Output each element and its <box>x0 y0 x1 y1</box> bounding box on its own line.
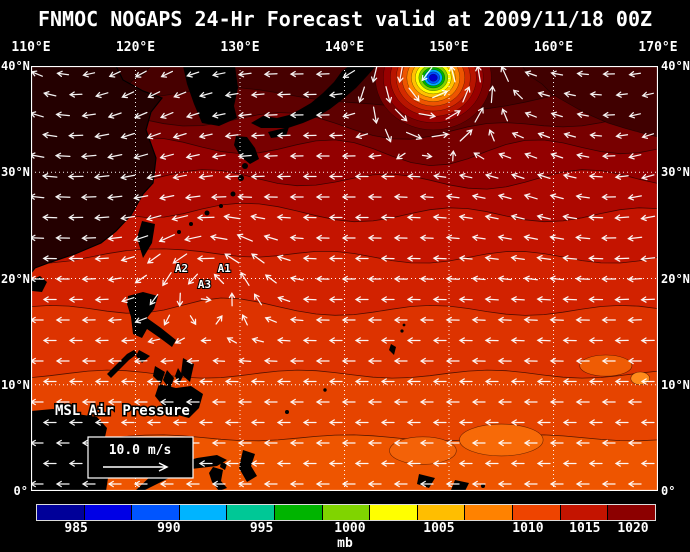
colorbar-tick: 990 <box>157 521 181 536</box>
lat-label: 0° <box>13 484 28 498</box>
colorbar-cell <box>608 505 655 520</box>
lon-label: 120°E <box>115 40 156 55</box>
lat-label: 40°N <box>661 59 690 73</box>
colorbar-tick: 995 <box>249 521 274 536</box>
lat-label: 20°N <box>1 271 30 286</box>
storm-marker-label: A2 <box>175 262 188 275</box>
colorbar-tick: 1015 <box>569 521 601 536</box>
colorbar-unit-label: mb <box>337 536 353 551</box>
lat-label: 20°N <box>661 271 690 286</box>
colorbar-tick: 1010 <box>512 521 544 536</box>
lat-label: 10°N <box>1 377 30 392</box>
pressure-colorbar <box>36 504 656 521</box>
wind-scale-legend: 10.0 m/s <box>87 436 194 479</box>
china-coast <box>31 66 163 274</box>
colorbar-tick: 1005 <box>423 521 455 536</box>
lat-label: 10°N <box>661 377 690 392</box>
colorbar-cell <box>322 505 371 520</box>
colorbar-cell <box>275 505 323 520</box>
lat-label: 30°N <box>661 165 690 180</box>
colorbar-tick: 1000 <box>334 521 366 536</box>
colorbar-cell <box>560 505 609 520</box>
wind-scale-box <box>87 436 194 479</box>
land-masses <box>31 66 485 491</box>
colorbar-cell <box>370 505 418 520</box>
lon-label: 170°E <box>638 40 678 55</box>
colorbar-cell <box>513 505 561 520</box>
colorbar-cell <box>465 505 514 520</box>
lon-label: 150°E <box>429 40 469 55</box>
wind-scale-arrow-icon <box>103 462 169 472</box>
storm-marker-label: A3 <box>198 278 211 291</box>
colorbar-tick: 1020 <box>617 521 649 536</box>
colorbar-tick: 985 <box>64 521 88 536</box>
lat-label: 0° <box>661 484 676 498</box>
product-title: FNMOC NOGAPS 24-Hr Forecast valid at 200… <box>37 7 653 31</box>
lon-label: 140°E <box>324 40 365 55</box>
lon-label: 110°E <box>11 40 51 55</box>
wind-scale-value: 10.0 m/s <box>109 443 172 458</box>
lat-label: 30°N <box>1 165 30 180</box>
wind-vector-field <box>31 66 656 488</box>
storm-marker-label: A1 <box>218 262 232 275</box>
colorbar-cell <box>84 505 133 520</box>
colorbar-cell <box>37 505 85 520</box>
colorbar-cell <box>132 505 180 520</box>
lat-label: 40°N <box>1 59 30 73</box>
colorbar-cell <box>417 505 466 520</box>
lon-label: 160°E <box>533 40 574 55</box>
lon-label: 130°E <box>220 40 260 55</box>
overlay-title: MSL Air Pressure <box>55 403 190 419</box>
map-frame <box>31 66 658 491</box>
storm-markers: A2 A1 A3 <box>174 261 232 292</box>
colorbar-cell <box>179 505 228 520</box>
weather-map: A2 A1 A3 MSL Air Pressure 10.0 m/s <box>31 66 658 491</box>
colorbar-cell <box>227 505 276 520</box>
